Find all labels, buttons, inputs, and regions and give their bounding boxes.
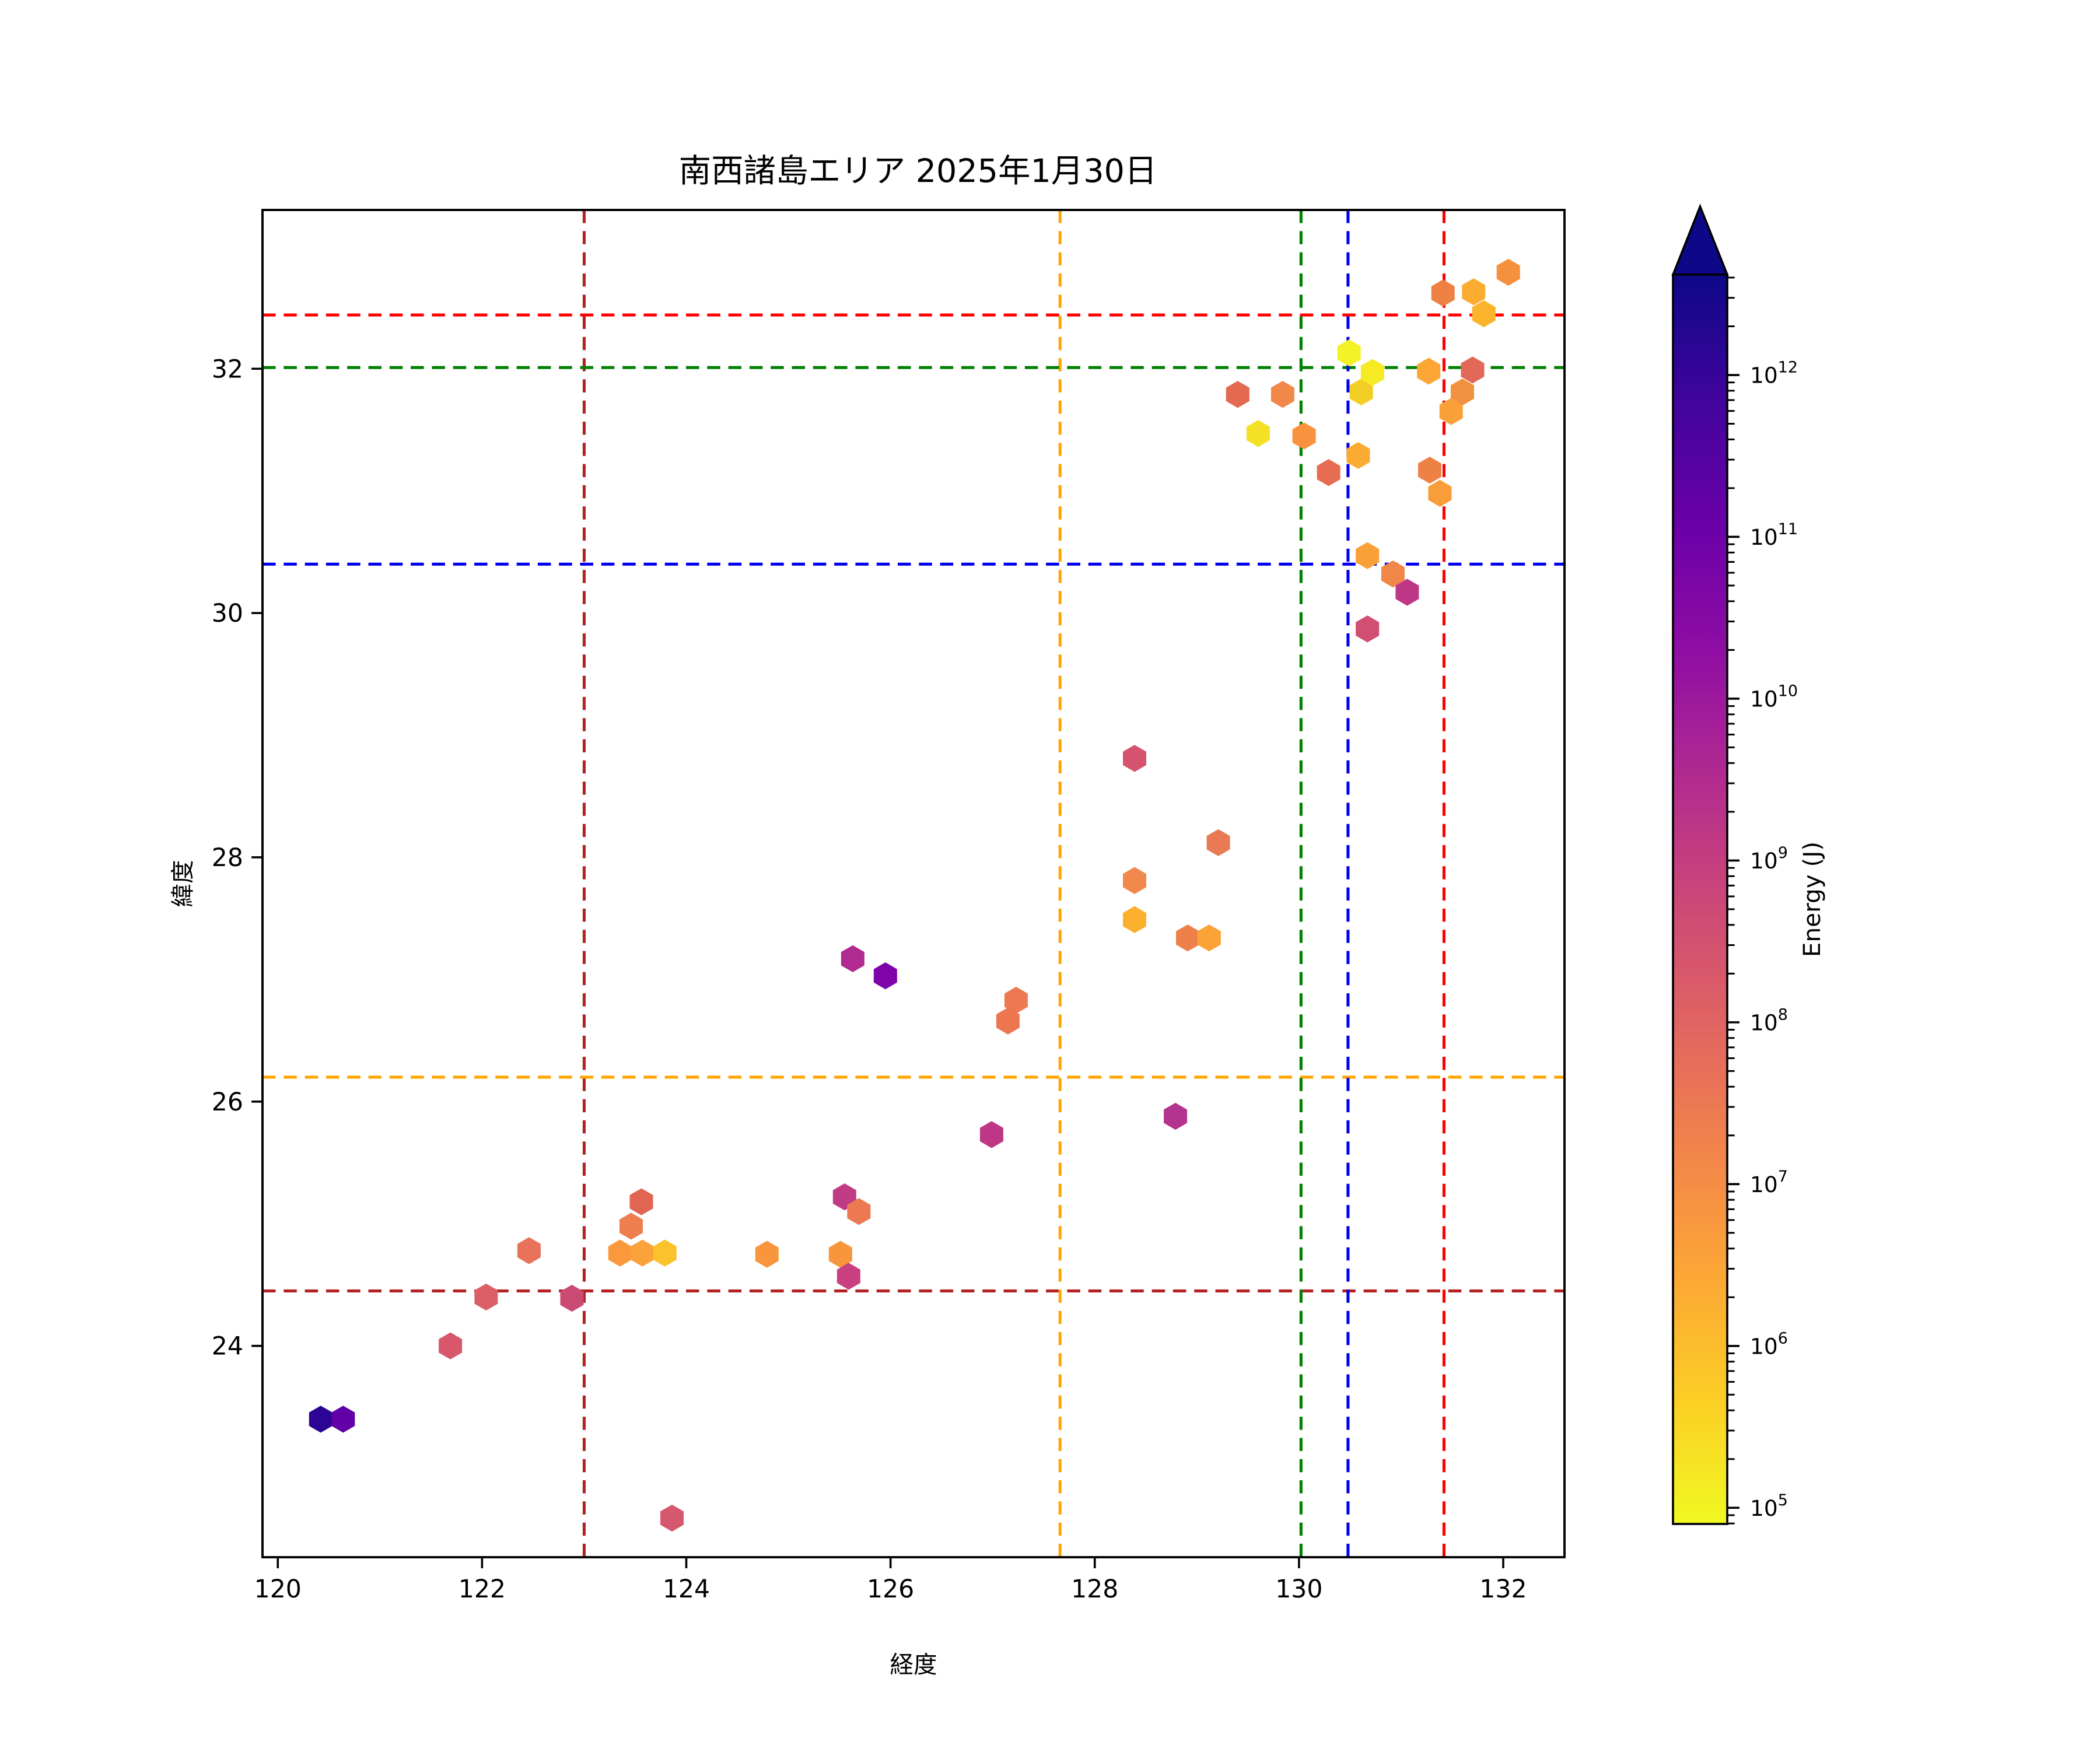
hex-marker (1123, 906, 1146, 933)
hex-marker (841, 945, 864, 972)
hex-marker (1270, 381, 1294, 408)
hex-marker (996, 1007, 1020, 1035)
hex-marker (1431, 279, 1455, 307)
hex-marker (608, 1239, 632, 1267)
reference-crosshair-lines (262, 210, 1564, 1557)
colorbar-label: Energy (J) (1798, 842, 1826, 957)
hex-marker (619, 1213, 643, 1240)
hex-marker (1292, 422, 1316, 450)
colorbar-bar (1672, 274, 1728, 1525)
hex-marker (653, 1239, 677, 1267)
hex-marker (331, 1406, 355, 1433)
x-tick-label: 128 (1071, 1575, 1118, 1604)
y-axis-ticks: 24 26 28 30 32 (212, 355, 262, 1361)
y-tick-label: 28 (212, 843, 243, 873)
hex-marker (847, 1198, 871, 1225)
x-tick-label: 124 (663, 1575, 710, 1604)
hex-marker (629, 1188, 653, 1215)
x-tick-label: 130 (1275, 1575, 1322, 1604)
hexbin-markers (309, 258, 1520, 1532)
hex-marker (1381, 560, 1405, 588)
colorbar-tick-label: 1010 (1750, 682, 1798, 712)
hex-marker (1462, 278, 1486, 306)
hex-marker (1226, 381, 1250, 408)
hex-marker (1472, 300, 1496, 328)
hex-marker (1417, 358, 1441, 385)
y-tick-label: 30 (212, 599, 243, 628)
y-tick-label: 26 (212, 1088, 243, 1117)
hex-marker (1428, 479, 1452, 507)
hex-marker (1004, 986, 1028, 1014)
y-tick-label: 32 (212, 355, 243, 384)
hex-marker (1337, 339, 1361, 367)
hex-marker (660, 1504, 684, 1532)
hex-marker (474, 1283, 498, 1311)
hex-marker (1439, 398, 1463, 425)
hex-marker (979, 1121, 1003, 1148)
hex-marker (1206, 829, 1230, 856)
plot-border (261, 209, 1566, 1558)
chart-title: 南西諸島エリア 2025年1月30日 (679, 152, 1157, 190)
x-axis-label: 経度 (890, 1651, 937, 1679)
x-axis-ticks: 120 122 124 126 128 130 132 (254, 1557, 1527, 1604)
colorbar-tick-label: 107 (1750, 1168, 1788, 1197)
hex-marker (1123, 867, 1146, 894)
hex-marker (1346, 441, 1370, 469)
x-tick-label: 120 (254, 1575, 302, 1604)
hex-marker (1356, 615, 1380, 643)
hex-marker (1349, 378, 1373, 406)
colorbar-tick-label: 1011 (1750, 520, 1798, 550)
hex-marker (439, 1332, 463, 1359)
hex-marker (755, 1241, 779, 1268)
hex-marker (1246, 420, 1270, 447)
x-tick-label: 132 (1479, 1575, 1527, 1604)
hex-marker (309, 1406, 332, 1433)
hex-marker (828, 1241, 852, 1268)
y-tick-label: 24 (212, 1332, 243, 1361)
hex-marker (1123, 745, 1146, 772)
hex-marker (631, 1239, 654, 1267)
hex-marker (1450, 378, 1474, 406)
hex-marker (1197, 924, 1221, 952)
hex-marker (1395, 579, 1419, 606)
hex-marker (1356, 542, 1380, 569)
hex-marker (1317, 459, 1340, 486)
hex-marker (873, 962, 897, 990)
x-tick-label: 122 (459, 1575, 506, 1604)
hex-marker (1360, 359, 1384, 386)
hex-marker (1418, 456, 1441, 484)
y-axis-label: 緯度 (169, 860, 197, 907)
hex-marker (1164, 1102, 1188, 1130)
hex-marker (1176, 924, 1200, 952)
hex-marker (560, 1284, 584, 1312)
hex-marker (836, 1263, 860, 1290)
hex-marker (517, 1237, 541, 1264)
hex-marker (1496, 258, 1520, 286)
hex-marker (1461, 356, 1485, 384)
x-tick-label: 126 (867, 1575, 914, 1604)
